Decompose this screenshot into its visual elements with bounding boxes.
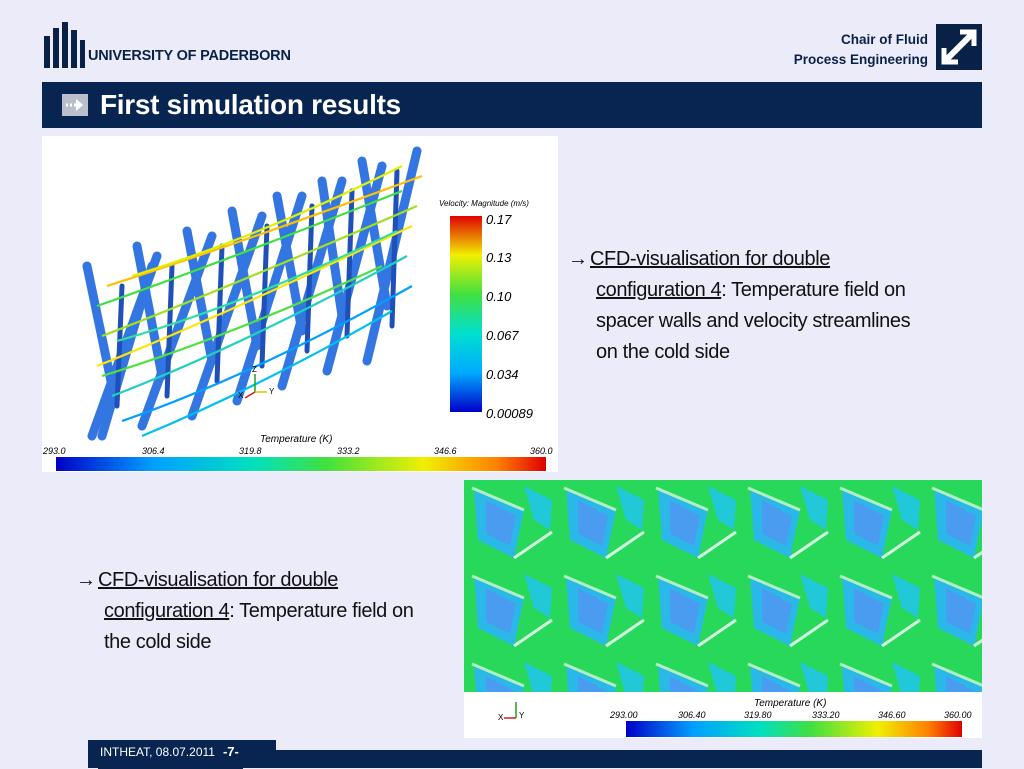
temperature-2-tick-0: 293.00 — [609, 710, 638, 720]
temperature-tick-0: 293.0 — [42, 446, 66, 456]
velocity-streamlines — [96, 165, 423, 438]
caption-1-text-a: : Temperature field on — [721, 279, 906, 301]
caption-1-text-c: on the cold side — [596, 341, 730, 363]
caption-temperature-field: → CFD-visualisation for double configurat… — [76, 565, 466, 658]
temperature-colorbar-2 — [626, 721, 962, 737]
temperature-2-tick-5: 360.00 — [944, 710, 972, 720]
caption-streamlines: → CFD-visualisation for double configurat… — [568, 244, 968, 368]
temperature-tick-5: 360.0 — [530, 446, 553, 456]
temperature-2-tick-4: 346.60 — [878, 710, 906, 720]
temperature-legend-2: Temperature (K) 293.00 306.40 319.80 333… — [609, 698, 972, 737]
temperature-tick-2: 319.8 — [239, 446, 262, 456]
temperature-legend-2-title: Temperature (K) — [754, 698, 826, 709]
velocity-colorbar — [450, 216, 482, 412]
caption-2-link-a: CFD-visualisation for double — [98, 569, 339, 591]
temperature-tick-3: 333.2 — [337, 446, 360, 456]
axis-z-label: Z — [252, 365, 257, 374]
axis-x-label-2: X — [498, 713, 504, 722]
velocity-tick-3: 0.067 — [486, 328, 519, 343]
temperature-legend: Temperature (K) 293.0 306.4 319.8 333.2 … — [42, 434, 553, 471]
axis-y-label: Y — [269, 387, 275, 396]
footer-bar — [88, 750, 982, 768]
axis-y-label-2: Y — [519, 711, 525, 720]
temperature-tick-1: 306.4 — [142, 446, 165, 456]
university-emblem-icon — [44, 22, 85, 68]
chair-name: Chair of Fluid Process Engineering — [794, 30, 928, 70]
page-number: -7- — [222, 744, 239, 759]
cfd-figure-streamlines: Z X Y Velocity: Magnitude (m/s) 0.17 0.1… — [42, 136, 558, 472]
velocity-legend-title: Velocity: Magnitude (m/s) — [439, 199, 529, 208]
temperature-field-contour — [464, 480, 982, 692]
chair-logo-icon — [936, 24, 982, 70]
cfd-figure-temperature-field: X Y Temperature (K) 293.00 306.40 319.80… — [464, 480, 982, 738]
arrow-right-icon: → — [568, 248, 588, 270]
footer-event: INTHEAT, 08.07.2011 — [100, 745, 215, 759]
axis-x-label: X — [238, 391, 244, 400]
caption-2-text-a: : Temperature field on — [229, 600, 414, 622]
velocity-tick-2: 0.10 — [486, 289, 512, 304]
velocity-tick-1: 0.13 — [486, 250, 512, 265]
caption-1-link-a: CFD-visualisation for double — [590, 248, 831, 270]
chair-line-1: Chair of Fluid — [841, 32, 928, 47]
velocity-tick-0: 0.17 — [486, 212, 512, 227]
arrow-right-icon: → — [76, 569, 96, 591]
chair-line-2: Process Engineering — [793, 52, 928, 67]
university-name: UNIVERSITY OF PADERBORN — [88, 48, 291, 64]
arrow-bullet-icon — [62, 94, 88, 116]
caption-2-link-b: configuration 4 — [104, 600, 230, 622]
title-bar: First simulation results — [42, 82, 982, 128]
temperature-tick-4: 346.6 — [434, 446, 457, 456]
temperature-colorbar — [56, 457, 546, 471]
spacer-geometry — [82, 146, 422, 441]
temperature-2-tick-3: 333.20 — [812, 710, 840, 720]
caption-1-text-b: spacer walls and velocity streamlines — [596, 310, 911, 332]
velocity-tick-5: 0.00089 — [486, 406, 533, 421]
page-title: First simulation results — [100, 89, 401, 120]
velocity-legend: Velocity: Magnitude (m/s) 0.17 0.13 0.10… — [439, 199, 533, 421]
caption-1-link-b: configuration 4 — [596, 279, 722, 301]
velocity-tick-4: 0.034 — [486, 367, 519, 382]
temperature-2-tick-1: 306.40 — [678, 710, 706, 720]
temperature-legend-title: Temperature (K) — [260, 434, 332, 445]
caption-2-text-b: the cold side — [104, 631, 212, 653]
footer-text: INTHEAT, 08.07.2011 -7- — [98, 745, 243, 769]
axis-triad: Z X Y — [238, 365, 275, 400]
university-logo — [42, 22, 282, 72]
temperature-2-tick-2: 319.80 — [744, 710, 772, 720]
axis-triad-2: X Y — [498, 702, 525, 722]
